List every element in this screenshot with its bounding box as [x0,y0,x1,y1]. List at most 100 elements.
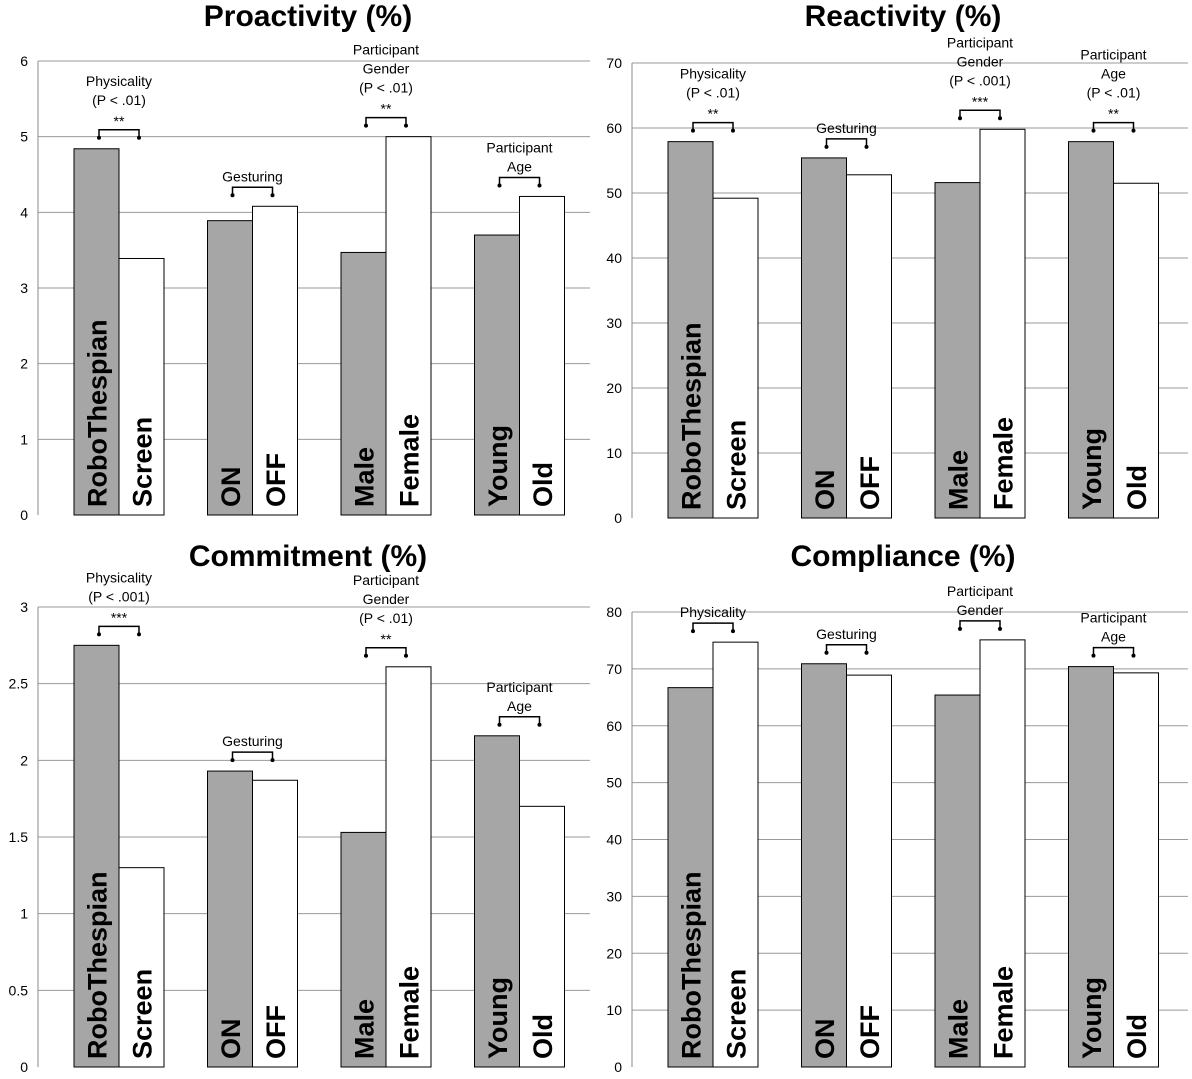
bar [73,644,120,1068]
y-tick-label: 6 [20,53,28,69]
bar-label: Male [944,450,974,510]
chart-title: Proactivity (%) [204,0,412,33]
significance-bracket [692,121,734,130]
y-tick-label: 1 [20,906,28,922]
bar-label: Male [944,999,974,1059]
y-tick-label: 20 [606,945,622,961]
bracket-end-dot [864,144,869,149]
y-tick-label: 1.5 [9,829,29,845]
annotation-text: (P < .01) [1087,85,1141,101]
y-tick-label: 60 [606,120,622,136]
bracket-end-dot [1091,653,1096,658]
chart-panel: Compliance (%) 0 10 20 30 40 50 60 70 80 RoboThesp… [606,540,1188,1075]
bar [207,220,253,516]
y-tick-label: 30 [606,315,622,331]
bar-label: Female [989,966,1019,1059]
annotation-text: ** [381,101,392,117]
bar-label: Screen [128,969,158,1059]
bracket-end-dot [998,626,1002,631]
bar [385,666,432,1068]
bar [118,867,165,1068]
annotation-text: Participant [947,583,1013,599]
significance-bracket [231,186,274,195]
bracket-end-dot [364,123,368,128]
annotation-text: (P < .01) [359,610,413,626]
bar [519,195,565,516]
chart-panel: Proactivity (%) 0 1 2 3 4 5 6 RoboThespian Screen… [20,0,590,523]
y-tick-label: 0.5 [9,982,29,998]
y-tick-label: 70 [606,661,622,677]
y-tick-label: 0 [614,510,622,526]
annotation-text: Physicality [86,569,152,585]
bar-label: Old [1122,465,1152,510]
annotation-text: Gesturing [816,120,877,136]
bar-label: Screen [722,420,752,510]
y-tick-label: 2 [20,752,28,768]
bracket-end-dot [404,123,408,128]
bar [979,639,1026,1068]
bracket-end-dot [1131,653,1136,658]
bracket-end-dot [958,116,962,121]
bar [934,182,981,519]
bar-label: RoboThespian [83,320,113,508]
annotation-text: (P < .01) [686,85,740,101]
significance-bracket [1092,121,1135,130]
bar [385,136,432,516]
bar [252,205,298,516]
y-tick-label: 5 [20,129,28,145]
annotation-text: ** [1108,106,1119,122]
bar [340,251,387,516]
bracket-end-dot [1091,128,1096,133]
bar-label: OFF [261,453,291,507]
bar-label: Young [483,425,513,507]
bar [118,257,165,516]
bar [801,157,847,519]
bracket-end-dot [137,135,141,140]
bracket-end-dot [97,632,101,637]
bar-label: Young [1077,428,1107,510]
bar-label: Screen [128,417,158,507]
annotation-text: ** [708,106,719,122]
bracket-end-dot [537,183,542,188]
bar-label: Old [1122,1014,1152,1059]
significance-bracket [692,622,734,631]
bar-label: Male [350,999,380,1059]
significance-bracket [498,716,541,724]
significance-bracket [365,647,407,655]
annotation-text: Participant [353,572,419,588]
bracket-end-dot [1131,128,1136,133]
bracket-end-dot [958,626,962,631]
annotation-text: *** [972,93,989,109]
bracket-end-dot [998,116,1002,121]
bracket-end-dot [97,135,101,140]
significance-bracket [959,109,1001,118]
bar-label: Young [483,977,513,1059]
bar [474,735,520,1068]
bar [712,197,759,519]
bar [1068,141,1114,519]
chart-panel: Commitment (%) 0 0.5 1 1.5 2 2.5 3 RoboThespian S… [9,540,590,1075]
bar [712,641,759,1068]
bracket-end-dot [364,653,368,658]
bar-label: OFF [855,1005,885,1059]
bar-label: Young [1077,977,1107,1059]
bar-label: Screen [722,969,752,1059]
annotation-text: ** [114,113,125,129]
annotation-text: ** [381,631,392,647]
bracket-end-dot [691,128,695,133]
significance-bracket [98,625,140,634]
y-tick-label: 70 [606,55,622,71]
y-tick-label: 0 [614,1059,622,1075]
chart-title: Reactivity (%) [805,0,1002,33]
bar-label: Female [989,417,1019,510]
y-tick-label: 50 [606,185,622,201]
y-tick-label: 1 [20,431,28,447]
bar [519,805,565,1068]
bracket-end-dot [537,722,542,727]
y-tick-label: 0 [20,507,28,523]
annotation-text: Age [507,158,532,174]
bar-label: Female [395,414,425,507]
y-tick-label: 80 [606,604,622,620]
bracket-end-dot [497,722,502,727]
